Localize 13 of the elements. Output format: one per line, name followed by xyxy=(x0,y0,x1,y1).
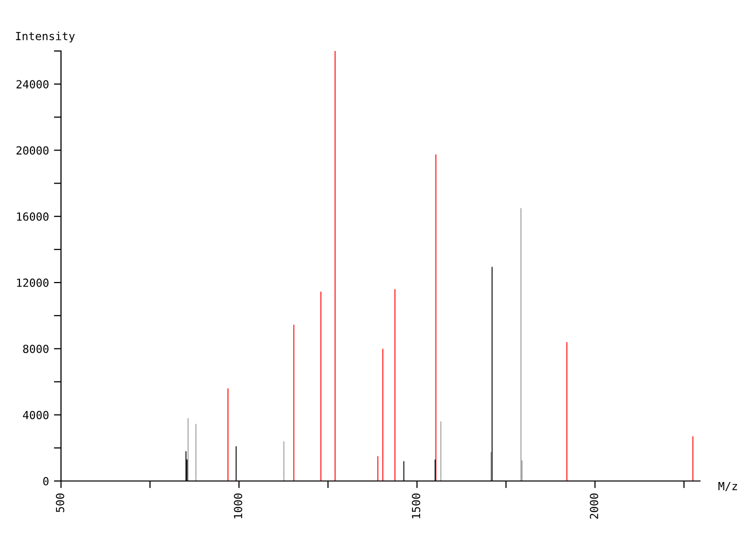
x-tick-label: 1500 xyxy=(412,494,420,518)
y-tick-label: 4000 xyxy=(22,410,48,420)
y-tick-label: 24000 xyxy=(16,80,48,88)
y-tick-label: 8000 xyxy=(23,344,48,354)
x-axis-title: M/z xyxy=(718,482,738,492)
y-tick-label: 16000 xyxy=(17,212,48,221)
x-tick-label: 1000 xyxy=(234,494,242,518)
x-tick-label: 2000 xyxy=(590,494,598,519)
y-axis-title: Intensity xyxy=(16,32,75,42)
y-tick-label: 0 xyxy=(43,477,48,486)
x-tick-label: 500 xyxy=(56,494,64,512)
y-tick-label: 20000 xyxy=(16,146,48,155)
y-tick-label: 12000 xyxy=(17,278,48,287)
